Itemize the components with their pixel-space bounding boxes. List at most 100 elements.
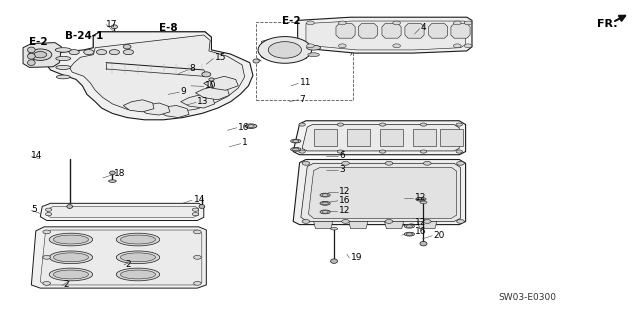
Bar xyxy=(262,43,306,58)
Circle shape xyxy=(45,208,52,211)
Circle shape xyxy=(337,123,344,126)
Ellipse shape xyxy=(320,201,330,205)
Ellipse shape xyxy=(404,224,415,228)
Text: 10: 10 xyxy=(205,81,216,90)
Circle shape xyxy=(339,44,346,48)
Text: 12: 12 xyxy=(415,218,426,227)
Circle shape xyxy=(337,150,344,153)
Polygon shape xyxy=(451,24,470,38)
Text: 4: 4 xyxy=(421,23,426,32)
Ellipse shape xyxy=(56,65,71,70)
Ellipse shape xyxy=(120,235,156,244)
Ellipse shape xyxy=(116,268,160,281)
Circle shape xyxy=(385,161,393,165)
Text: 16: 16 xyxy=(415,227,426,236)
Text: 14: 14 xyxy=(31,151,43,160)
Ellipse shape xyxy=(292,140,299,142)
Polygon shape xyxy=(40,203,204,220)
Text: E-2: E-2 xyxy=(29,37,48,47)
Circle shape xyxy=(43,281,51,285)
Circle shape xyxy=(193,281,201,285)
Ellipse shape xyxy=(320,193,330,197)
Ellipse shape xyxy=(245,124,257,128)
Circle shape xyxy=(45,212,52,216)
Bar xyxy=(440,129,463,146)
Ellipse shape xyxy=(28,60,35,65)
Bar xyxy=(413,129,436,146)
Polygon shape xyxy=(47,32,253,120)
Circle shape xyxy=(34,51,47,58)
Circle shape xyxy=(424,219,431,223)
Text: 1: 1 xyxy=(242,138,248,147)
Text: E-8: E-8 xyxy=(159,23,178,33)
Bar xyxy=(380,129,403,146)
Ellipse shape xyxy=(199,204,205,208)
Circle shape xyxy=(339,21,346,25)
Polygon shape xyxy=(302,124,460,151)
Text: 12: 12 xyxy=(339,206,351,215)
Text: 13: 13 xyxy=(197,97,209,106)
Circle shape xyxy=(192,212,198,216)
Text: 5: 5 xyxy=(31,205,37,214)
Text: SW03-E0300: SW03-E0300 xyxy=(499,293,557,302)
Text: 18: 18 xyxy=(115,169,126,178)
Ellipse shape xyxy=(109,180,116,182)
Polygon shape xyxy=(70,35,244,113)
Ellipse shape xyxy=(56,56,71,61)
Polygon shape xyxy=(385,221,404,229)
Ellipse shape xyxy=(67,204,72,208)
Circle shape xyxy=(420,123,427,126)
Circle shape xyxy=(380,150,386,153)
Circle shape xyxy=(307,21,314,25)
Polygon shape xyxy=(47,206,198,217)
Ellipse shape xyxy=(111,25,118,29)
Circle shape xyxy=(454,21,461,25)
Circle shape xyxy=(342,219,349,223)
Polygon shape xyxy=(429,24,448,38)
Text: 14: 14 xyxy=(193,195,205,204)
Ellipse shape xyxy=(420,201,427,204)
Polygon shape xyxy=(261,40,280,44)
Text: 2: 2 xyxy=(63,280,69,289)
Bar xyxy=(256,22,353,100)
Circle shape xyxy=(43,230,51,234)
Ellipse shape xyxy=(124,45,131,49)
Ellipse shape xyxy=(120,253,156,262)
Ellipse shape xyxy=(406,233,413,235)
Ellipse shape xyxy=(307,45,321,50)
Polygon shape xyxy=(261,55,280,59)
Circle shape xyxy=(456,123,463,126)
Polygon shape xyxy=(40,230,202,285)
Circle shape xyxy=(393,21,401,25)
Ellipse shape xyxy=(28,53,35,59)
Ellipse shape xyxy=(292,148,299,151)
Text: B-24-1: B-24-1 xyxy=(65,31,103,41)
Circle shape xyxy=(420,150,427,153)
Ellipse shape xyxy=(49,251,93,264)
Polygon shape xyxy=(301,163,461,221)
Text: 20: 20 xyxy=(434,231,445,240)
Circle shape xyxy=(193,256,201,259)
Circle shape xyxy=(109,50,120,55)
Ellipse shape xyxy=(49,268,93,281)
Text: 6: 6 xyxy=(339,151,345,160)
Polygon shape xyxy=(298,17,472,53)
Circle shape xyxy=(299,123,305,126)
Circle shape xyxy=(193,230,201,234)
Circle shape xyxy=(465,21,472,25)
Text: 9: 9 xyxy=(180,87,186,96)
Circle shape xyxy=(302,161,310,165)
Circle shape xyxy=(124,50,134,55)
Circle shape xyxy=(385,219,393,223)
Circle shape xyxy=(380,123,386,126)
Circle shape xyxy=(302,219,310,223)
Polygon shape xyxy=(306,21,466,50)
Text: 16: 16 xyxy=(339,196,351,205)
Ellipse shape xyxy=(248,125,254,128)
Ellipse shape xyxy=(308,53,319,56)
Polygon shape xyxy=(31,227,206,288)
Ellipse shape xyxy=(120,270,156,279)
Ellipse shape xyxy=(291,147,301,151)
Text: 17: 17 xyxy=(106,20,118,29)
Circle shape xyxy=(307,44,314,48)
